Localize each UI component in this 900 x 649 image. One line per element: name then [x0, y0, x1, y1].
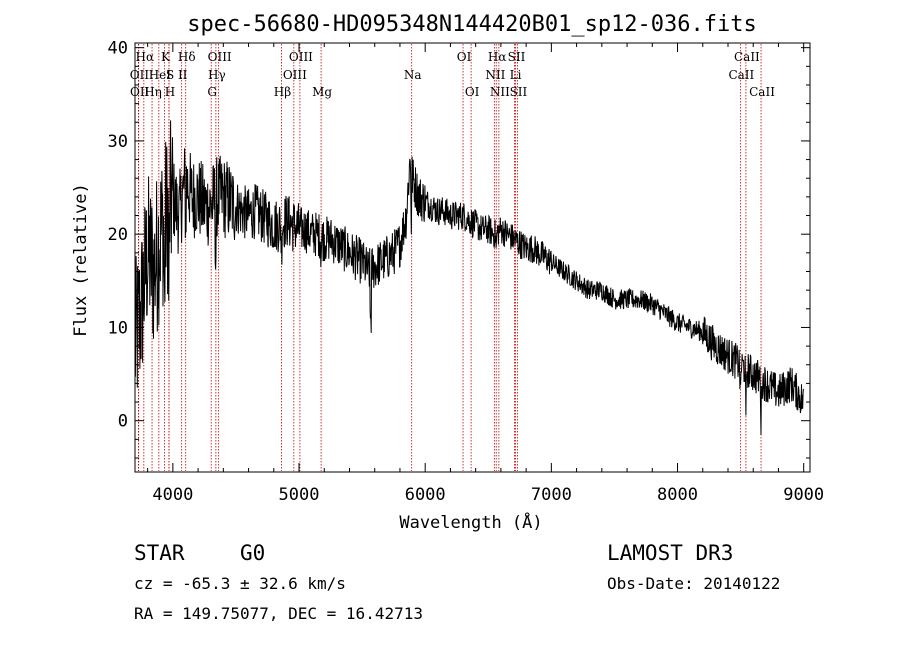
line-label-12: G [207, 85, 217, 99]
chart-title: spec-56680-HD095348N144420B01_sp12-036.f… [187, 12, 757, 37]
line-label-1: OII [130, 68, 150, 82]
line-label-22: NII [485, 68, 505, 82]
x-tick-label-7000: 7000 [531, 485, 572, 505]
line-label-17: Na [404, 68, 422, 82]
line-label-5: Hη [144, 85, 162, 99]
redshift-value: cz = -65.3 ± 32.6 km/s [134, 574, 346, 593]
line-label-25: SII [510, 85, 528, 99]
y-tick-label-10: 10 [108, 318, 128, 338]
spectrum-line [134, 120, 804, 436]
line-label-6: S [166, 68, 174, 82]
line-label-15: Hβ [274, 85, 291, 99]
line-label-24: NII [490, 85, 510, 99]
line-label-14: OIII [283, 68, 307, 82]
line-label-28: CaII [749, 85, 775, 99]
survey-name: LAMOST DR3 [607, 541, 733, 565]
coordinates: RA = 149.75077, DEC = 16.42713 [134, 604, 423, 623]
line-label-4: HeI [149, 68, 172, 82]
line-label-26: CaII [734, 50, 760, 64]
line-label-8: Hδ [178, 50, 196, 64]
spectrum-series [134, 120, 804, 436]
line-label-19: OI [465, 85, 480, 99]
spectral-line-markers [138, 44, 762, 471]
line-label-18: OI [457, 50, 472, 64]
line-label-11: Hγ [208, 68, 226, 82]
x-tick-label-6000: 6000 [405, 485, 446, 505]
x-tick-label-5000: 5000 [279, 485, 320, 505]
line-label-20: Hα [488, 50, 507, 64]
line-label-3: K [161, 50, 171, 64]
object-class: STAR [134, 541, 185, 565]
line-label-9: II [178, 68, 188, 82]
plot-axes: 4000 5000 6000 7000 8000 9000 0 10 20 30 40 [108, 39, 825, 505]
line-label-23: Li [510, 68, 522, 82]
line-label-0: Hα [136, 50, 155, 64]
plot-frame [134, 42, 811, 473]
line-label-21: SII [508, 50, 526, 64]
y-tick-label-20: 20 [108, 225, 128, 245]
observation-date: Obs-Date: 20140122 [607, 574, 780, 593]
line-label-27: CaII [728, 68, 754, 82]
line-label-13: OIII [289, 50, 313, 64]
line-label-16: Mg [312, 85, 332, 99]
object-subclass: G0 [240, 541, 265, 565]
y-axis-label: Flux (relative) [71, 183, 91, 337]
y-tick-label-30: 30 [108, 132, 128, 152]
x-axis-label: Wavelength (Å) [399, 511, 542, 533]
y-tick-label-0: 0 [118, 412, 128, 432]
x-tick-label-4000: 4000 [152, 485, 193, 505]
line-label-7: H [165, 85, 175, 99]
x-tick-label-8000: 8000 [657, 485, 698, 505]
line-label-10: OIII [208, 50, 232, 64]
y-tick-label-40: 40 [108, 39, 128, 59]
x-tick-label-9000: 9000 [783, 485, 824, 505]
